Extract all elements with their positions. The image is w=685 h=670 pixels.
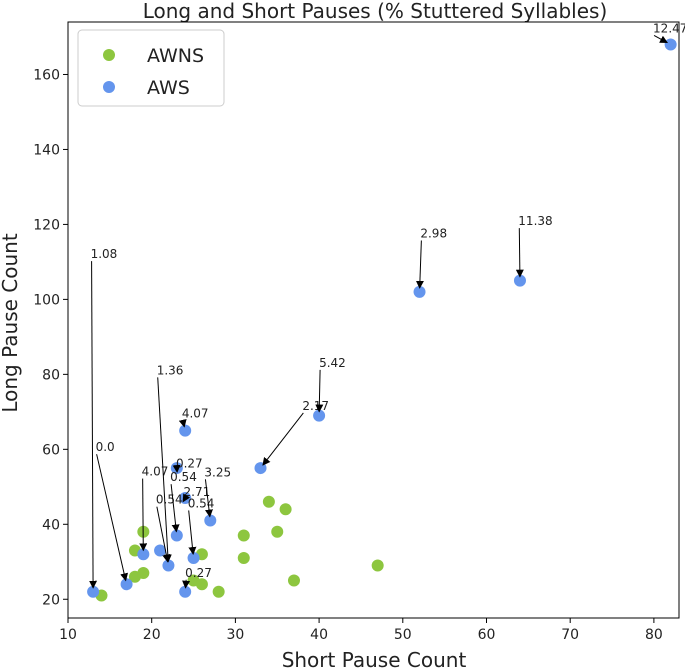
y-tick-label: 20 bbox=[42, 592, 60, 608]
annotation-label: 4.07 bbox=[182, 406, 209, 420]
legend-marker-awns bbox=[103, 49, 115, 61]
annotation-label: 0.0 bbox=[96, 440, 115, 454]
y-tick-label: 120 bbox=[33, 217, 60, 233]
annotation-arrow bbox=[157, 377, 172, 563]
annotation-label: 1.08 bbox=[91, 247, 118, 261]
legend: AWNS AWS bbox=[77, 29, 225, 107]
y-axis: 20 40 60 80 100 120 140 160 bbox=[33, 67, 68, 608]
y-tick-label: 140 bbox=[33, 142, 60, 158]
y-tick-label: 160 bbox=[33, 67, 60, 83]
annotation-arrow bbox=[653, 35, 668, 44]
point-aws bbox=[179, 424, 192, 437]
annotation-label: 3.25 bbox=[204, 465, 231, 479]
annotation-arrow bbox=[170, 484, 180, 533]
y-tick-label: 100 bbox=[33, 292, 60, 308]
point-awns bbox=[195, 578, 208, 591]
annotation-arrow bbox=[182, 579, 191, 589]
y-tick-label: 40 bbox=[42, 517, 60, 533]
annotation-label: 2.98 bbox=[420, 227, 447, 241]
annotation-label: 5.42 bbox=[319, 356, 346, 370]
annotation-label: 0.27 bbox=[176, 456, 203, 470]
data-points bbox=[87, 38, 677, 602]
point-aws bbox=[120, 578, 133, 591]
point-awns bbox=[262, 495, 275, 508]
legend-marker-aws bbox=[103, 81, 115, 93]
annotation-arrow bbox=[96, 454, 129, 582]
legend-label-aws: AWS bbox=[147, 77, 190, 99]
point-aws bbox=[154, 544, 167, 557]
annotation-arrow bbox=[139, 478, 148, 552]
annotation-arrow bbox=[315, 369, 324, 413]
annotation-label: 2.71 bbox=[184, 485, 211, 499]
annotation-label: 0.27 bbox=[185, 566, 212, 580]
point-awns bbox=[279, 503, 292, 516]
annotations: 1.080.04.070.541.360.274.072.710.540.543… bbox=[89, 21, 685, 589]
x-axis-label: Short Pause Count bbox=[282, 648, 467, 670]
annotation-label: 0.54 bbox=[170, 470, 197, 484]
y-tick-label: 80 bbox=[42, 367, 60, 383]
annotation-arrow bbox=[89, 261, 98, 589]
annotation-label: 2.17 bbox=[302, 399, 329, 413]
y-tick-label: 60 bbox=[42, 442, 60, 458]
point-aws bbox=[254, 462, 267, 475]
x-tick-label: 60 bbox=[478, 627, 496, 643]
annotation-label: 11.38 bbox=[518, 214, 552, 228]
point-aws bbox=[664, 38, 677, 51]
y-axis-label: Long Pause Count bbox=[0, 233, 22, 412]
annotation-arrow bbox=[415, 240, 424, 289]
annotation-arrow bbox=[178, 418, 187, 428]
annotation-label: 0.54 bbox=[188, 496, 215, 510]
annotation-arrow bbox=[156, 506, 171, 563]
point-awns bbox=[371, 559, 384, 572]
x-tick-label: 40 bbox=[310, 627, 328, 643]
annotation-label: 12.47 bbox=[653, 21, 685, 35]
annotation-arrow bbox=[262, 412, 304, 466]
point-awns bbox=[137, 567, 150, 580]
annotation-arrow bbox=[515, 228, 524, 278]
point-awns bbox=[237, 529, 250, 542]
legend-label-awns: AWNS bbox=[147, 45, 204, 67]
annotation-arrow bbox=[204, 479, 213, 518]
x-tick-label: 30 bbox=[226, 627, 244, 643]
x-axis: 10 20 30 40 50 60 70 80 bbox=[59, 618, 663, 643]
x-tick-label: 80 bbox=[645, 627, 663, 643]
annotation-label: 4.07 bbox=[142, 465, 169, 479]
annotation-label: 0.54 bbox=[156, 493, 183, 507]
chart-title: Long and Short Pauses (% Stuttered Sylla… bbox=[143, 0, 608, 23]
point-awns bbox=[237, 552, 250, 565]
point-awns bbox=[212, 585, 225, 598]
point-awns bbox=[287, 574, 300, 587]
x-tick-label: 70 bbox=[561, 627, 579, 643]
annotation-label: 1.36 bbox=[157, 363, 184, 377]
x-tick-label: 50 bbox=[394, 627, 412, 643]
x-tick-label: 20 bbox=[143, 627, 161, 643]
x-tick-label: 10 bbox=[59, 627, 77, 643]
point-awns bbox=[271, 525, 284, 538]
plot-frame bbox=[67, 21, 680, 619]
annotation-arrow bbox=[182, 493, 191, 503]
annotation-arrow bbox=[188, 510, 197, 556]
